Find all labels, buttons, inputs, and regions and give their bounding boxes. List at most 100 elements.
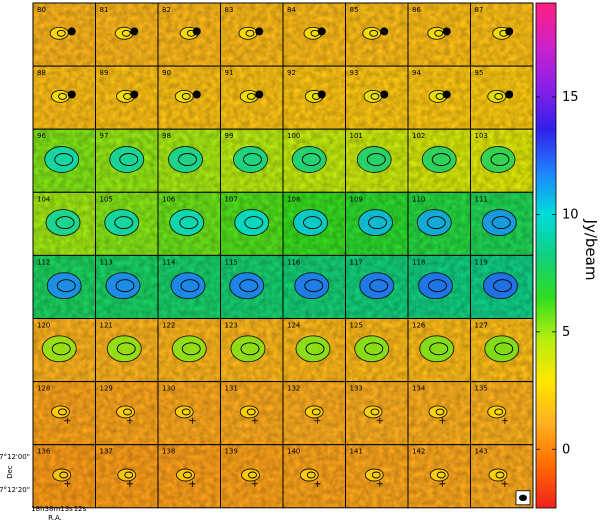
channel-panel: 91 [220,65,284,130]
channel-panel: 110 [407,191,471,256]
emission-contour [436,471,446,479]
channel-label: 112 [37,258,50,266]
emission-contour [180,279,200,293]
channel-panel: 141 [345,444,409,509]
channel-label: 117 [350,258,363,266]
channel-label: 86 [412,6,421,14]
channel-label: 93 [350,69,359,77]
channel-panel: 121 [95,318,159,383]
emission-contour [303,216,322,230]
emission-contour [359,272,395,300]
channel-label: 89 [100,69,109,77]
channel-label: 92 [287,69,296,77]
emission-contour [311,408,321,416]
channel-label: 120 [37,322,50,330]
emission-contour [356,146,392,173]
emission-contour [124,471,134,479]
emission-contour [305,342,325,356]
compact-source [442,27,451,36]
channel-panel: 143 [470,444,534,509]
channel-label: 104 [37,195,51,203]
channel-label: 88 [37,69,46,77]
compact-source [317,27,326,36]
channel-label: 96 [37,132,46,140]
position-marker [439,417,446,424]
channel-panel: 131 [220,381,284,446]
emission-contour [45,209,81,237]
emission-contour [230,335,266,363]
compact-source [255,27,264,36]
channel-label: 131 [225,385,238,393]
channel-panel: 90 [157,65,221,130]
channel-label: 80 [37,6,46,14]
channel-panel: 122 [157,318,221,383]
emission-contour [429,342,449,356]
channel-panel: 103 [470,128,534,193]
dec-axis-label: Dec [6,465,14,479]
position-marker [251,417,258,424]
channel-panel: 120 [32,318,96,383]
emission-contour [181,342,201,356]
channel-panel: 85 [345,2,409,67]
compact-source [67,90,76,99]
channel-panel: 102 [407,128,471,193]
channel-panel: 87 [470,2,534,67]
channel-label: 128 [37,385,50,393]
compact-source [380,90,389,99]
channel-panel: 93 [345,65,409,130]
channel-label: 124 [287,322,301,330]
emission-contour [246,92,256,100]
emission-contour [58,92,67,100]
emission-contour [428,279,447,293]
dec-tick-label-1: -7°12'00" [0,453,30,461]
panel-frame [470,444,534,509]
channel-panel: 142 [407,444,471,509]
emission-contour [354,335,390,363]
channel-label: 118 [412,258,425,266]
axes-labels: Dec -7°12'00" -7°12'20" 18h38m13s 12s R.… [0,453,87,522]
dec-tick-label-2: -7°12'20" [0,486,30,494]
emission-contour [490,153,510,166]
emission-contour [421,146,457,173]
emission-contour [358,209,393,237]
emission-contour [123,408,132,416]
emission-contour [419,335,455,363]
channel-label: 113 [100,258,113,266]
emission-contour [181,92,191,100]
channel-panel: 139 [220,444,284,509]
emission-contour [46,272,82,300]
emission-contour [244,216,264,230]
channel-panel: 123 [220,318,284,383]
compact-source [192,27,201,36]
emission-contour [435,408,445,416]
channel-panel: 109 [345,191,409,256]
channel-label: 103 [475,132,488,140]
channel-panel: 94 [407,65,471,130]
emission-contour [229,272,265,300]
channel-label: 141 [350,448,363,456]
channel-label: 123 [225,322,238,330]
emission-contour [491,216,511,230]
channel-panel: 108 [282,191,346,256]
channel-panel: 112 [32,254,96,319]
channel-label: 98 [162,132,171,140]
channel-label: 143 [475,448,488,456]
channel-label: 139 [225,448,238,456]
channel-panel: 133 [345,381,409,446]
emission-contour [183,471,192,479]
emission-contour [109,146,145,173]
channel-panel: 81 [95,2,159,67]
emission-contour [294,272,330,300]
channel-panel: 116 [282,254,346,319]
emission-contour [233,146,268,173]
channel-label: 109 [350,195,363,203]
channel-panel: 130 [157,381,221,446]
position-marker [439,480,446,487]
position-marker [251,480,258,487]
emission-contour [426,216,446,230]
channel-panel: 96 [32,128,96,193]
channel-label: 101 [350,132,363,140]
colorbar-label: Jy/beam [582,219,600,281]
channel-panel: 89 [95,65,159,130]
compact-source [255,90,264,99]
